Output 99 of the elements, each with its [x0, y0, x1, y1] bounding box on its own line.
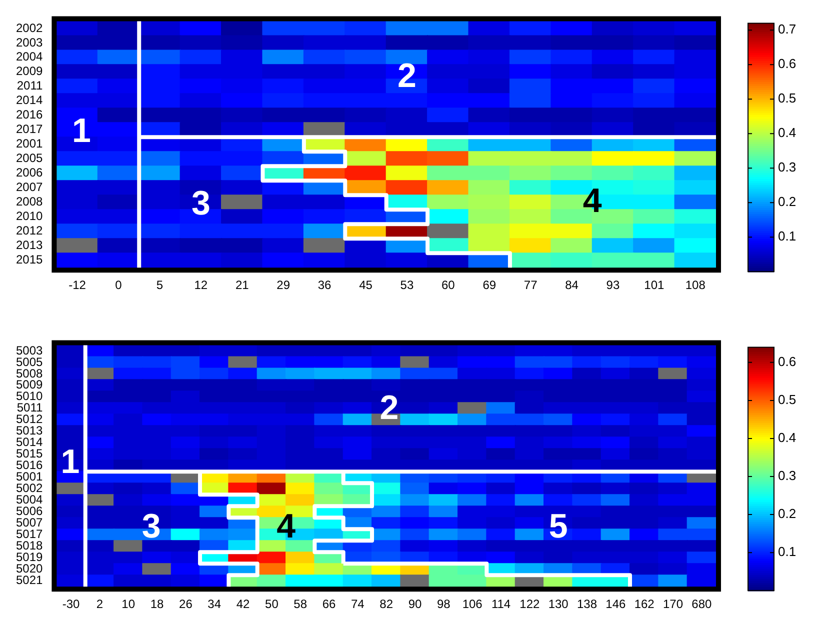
x-tick-label: 77: [524, 278, 538, 292]
color-bar-label: 0.7: [778, 22, 796, 37]
x-tick-label: 45: [359, 278, 373, 292]
y-tick-label: 2009: [16, 64, 44, 78]
annotation: 1: [60, 442, 80, 481]
y-tick-label: 5002: [16, 481, 44, 496]
color-bar-label: 0.2: [778, 506, 796, 522]
annotation: 3: [191, 184, 210, 223]
y-tick-label: 5009: [16, 378, 44, 392]
y-tick-label: 5008: [16, 366, 44, 380]
y-tick-label: 5004: [16, 492, 44, 507]
color-bar-label: 0.1: [778, 544, 796, 560]
x-tick-label: 18: [150, 597, 164, 612]
color-bar-label: 0.3: [778, 468, 796, 484]
y-tick-label: 2015: [16, 252, 44, 267]
y-tick-label: 5021: [16, 573, 44, 588]
x-tick-label: 138: [576, 597, 598, 612]
y-tick-label: 2006: [16, 166, 44, 180]
annotation: 5: [548, 507, 568, 546]
x-tick-label: 93: [606, 278, 620, 292]
y-tick-label: 2004: [16, 50, 44, 64]
color-bar-label: 0.2: [778, 194, 796, 210]
x-tick-label: 12: [194, 278, 208, 292]
y-tick-label: 5020: [16, 562, 44, 576]
x-tick-label: 2: [96, 597, 104, 612]
x-tick-label: 5: [156, 278, 164, 292]
y-tick-label: 2007: [16, 180, 44, 194]
color-bar-label: 0.4: [778, 125, 796, 140]
y-tick-label: 5013: [16, 424, 44, 438]
x-tick-label: 29: [276, 278, 290, 292]
x-tick-label: 101: [644, 278, 665, 292]
y-tick-label: 2010: [16, 209, 44, 224]
x-tick-label: 42: [236, 597, 250, 612]
x-tick-label: 58: [294, 597, 308, 612]
x-tick-label: 108: [685, 278, 706, 292]
x-tick-label: 74: [351, 597, 365, 612]
y-tick-label: 2014: [16, 93, 44, 108]
y-tick-label: 5006: [16, 504, 44, 518]
x-tick-label: 21: [235, 278, 250, 292]
x-tick-label: 84: [565, 278, 579, 292]
annotation: 4: [276, 507, 296, 546]
y-tick-label: 2016: [16, 108, 44, 122]
y-tick-label: 2003: [16, 35, 44, 50]
y-tick-label: 5011: [16, 400, 44, 415]
x-tick-label: 0: [115, 278, 122, 292]
x-tick-label: 106: [462, 597, 483, 612]
x-tick-label: 170: [662, 597, 684, 612]
x-tick-label: 60: [441, 278, 456, 292]
y-tick-label: 5012: [16, 412, 44, 426]
y-tick-label: 5005: [16, 354, 44, 369]
y-tick-label: 5001: [16, 470, 44, 484]
y-tick-label: 5016: [16, 458, 44, 472]
x-tick-label: -30: [62, 597, 80, 612]
x-tick-label: 130: [548, 597, 569, 612]
y-tick-label: 2017: [16, 122, 44, 136]
x-tick-label: 122: [520, 597, 540, 612]
color-bar-label: 0.4: [778, 430, 796, 446]
y-tick-label: 2012: [16, 224, 44, 238]
color-bar-label: 0.6: [778, 354, 796, 369]
color-bar-label: 0.6: [778, 56, 796, 72]
y-tick-label: 2001: [16, 136, 44, 151]
y-tick-label: 5018: [16, 538, 44, 553]
x-tick-label: -12: [68, 278, 86, 292]
y-tick-label: 5017: [16, 527, 44, 542]
y-tick-label: 5010: [16, 389, 44, 404]
color-bar-label: 0.1: [778, 228, 796, 244]
annotation: 2: [397, 57, 416, 96]
y-tick-label: 5007: [16, 516, 44, 530]
y-tick-label: 2008: [16, 194, 44, 209]
y-tick-label: 2011: [16, 78, 44, 93]
x-tick-label: 162: [634, 597, 655, 612]
x-tick-label: 50: [265, 597, 279, 612]
y-tick-label: 5015: [16, 446, 44, 461]
x-tick-label: 90: [408, 597, 422, 612]
y-tick-label: 2005: [16, 151, 44, 166]
x-tick-label: 10: [122, 597, 136, 612]
annotation: 2: [380, 388, 399, 427]
y-tick-label: 2013: [16, 238, 44, 252]
y-tick-label: 2002: [16, 20, 44, 35]
annotation: 3: [142, 507, 161, 546]
color-bar-label: 0.3: [778, 160, 796, 175]
y-tick-label: 5014: [16, 435, 44, 450]
annotation: 4: [582, 182, 602, 220]
x-tick-label: 26: [179, 597, 193, 612]
x-tick-label: 34: [208, 597, 222, 612]
color-bar-label: 0.5: [778, 90, 796, 106]
x-tick-label: 69: [482, 278, 496, 292]
annotation: 1: [72, 112, 91, 150]
x-tick-label: 36: [318, 278, 332, 292]
x-tick-label: 98: [437, 597, 451, 612]
color-bar-label: 0.5: [778, 392, 796, 408]
x-tick-label: 114: [491, 597, 511, 612]
x-tick-label: 146: [606, 597, 626, 612]
y-tick-label: 5003: [16, 343, 44, 358]
x-tick-label: 82: [380, 597, 394, 612]
x-tick-label: 66: [322, 597, 336, 612]
y-tick-label: 5019: [16, 550, 44, 564]
x-tick-label: 53: [400, 278, 414, 292]
x-tick-label: 680: [692, 597, 712, 612]
